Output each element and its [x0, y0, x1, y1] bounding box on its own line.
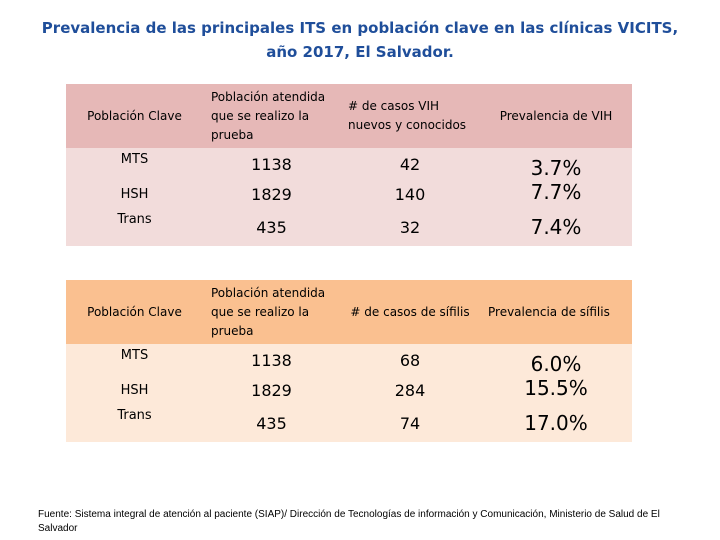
header-population-group: Población Clave — [87, 108, 182, 123]
population-group-cell: MTS — [120, 348, 149, 363]
header-hiv-cases: # de casos VIH nuevos y conocidos — [348, 99, 467, 132]
header-population-group: Población Clave — [87, 304, 182, 319]
table-row: HSH 1829 140 7.7% — [66, 180, 632, 208]
table-row: Trans 435 74 17.0% — [66, 404, 632, 442]
tested-cell: 1138 — [251, 350, 292, 370]
title-line-2: año 2017, El Salvador. — [266, 43, 454, 61]
population-group-cell: Trans — [117, 408, 152, 423]
page-title: Prevalencia de las principales ITS en po… — [0, 16, 720, 64]
hiv-prevalence-table: Población Clave Población atendida que s… — [66, 84, 632, 246]
header-syphilis-prevalence: Prevalencia de sífilis — [488, 304, 610, 319]
cases-cell: 32 — [399, 217, 421, 237]
population-group-cell: MTS — [120, 152, 149, 167]
table-row: HSH 1829 284 15.5% — [66, 376, 632, 404]
prevalence-cell: 7.7% — [530, 180, 582, 204]
prevalence-cell: 7.4% — [530, 215, 582, 239]
table-row: Trans 435 32 7.4% — [66, 208, 632, 246]
population-group-cell: Trans — [117, 212, 152, 227]
tested-cell: 435 — [256, 413, 287, 433]
cases-cell: 284 — [394, 380, 426, 400]
table-header-row: Población Clave Población atendida que s… — [66, 280, 632, 344]
table-row: MTS 1138 42 3.7% — [66, 148, 632, 180]
population-group-cell: HSH — [120, 382, 149, 398]
table-header-row: Población Clave Población atendida que s… — [66, 84, 632, 148]
tested-cell: 1138 — [251, 154, 292, 174]
cases-cell: 42 — [399, 154, 421, 174]
cases-cell: 140 — [394, 184, 426, 204]
prevalence-cell: 6.0% — [530, 352, 582, 376]
header-hiv-prevalence: Prevalencia de VIH — [499, 108, 613, 123]
tested-cell: 1829 — [251, 380, 292, 400]
population-group-cell: HSH — [120, 186, 149, 202]
prevalence-cell: 3.7% — [530, 156, 582, 180]
title-line-1: Prevalencia de las principales ITS en po… — [41, 19, 679, 37]
table-row: MTS 1138 68 6.0% — [66, 344, 632, 376]
tested-cell: 435 — [256, 217, 287, 237]
tested-cell: 1829 — [251, 184, 292, 204]
source-footnote: Fuente: Sistema integral de atención al … — [38, 509, 660, 534]
header-syphilis-cases: # de casos de sífilis — [350, 304, 470, 319]
header-population-tested: Población atendida que se realizo la pru… — [211, 89, 326, 142]
cases-cell: 74 — [399, 413, 421, 433]
syphilis-prevalence-table: Población Clave Población atendida que s… — [66, 280, 632, 442]
cases-cell: 68 — [399, 350, 421, 370]
prevalence-cell: 15.5% — [524, 376, 588, 400]
header-population-tested: Población atendida que se realizo la pru… — [211, 285, 326, 338]
prevalence-cell: 17.0% — [524, 411, 588, 435]
